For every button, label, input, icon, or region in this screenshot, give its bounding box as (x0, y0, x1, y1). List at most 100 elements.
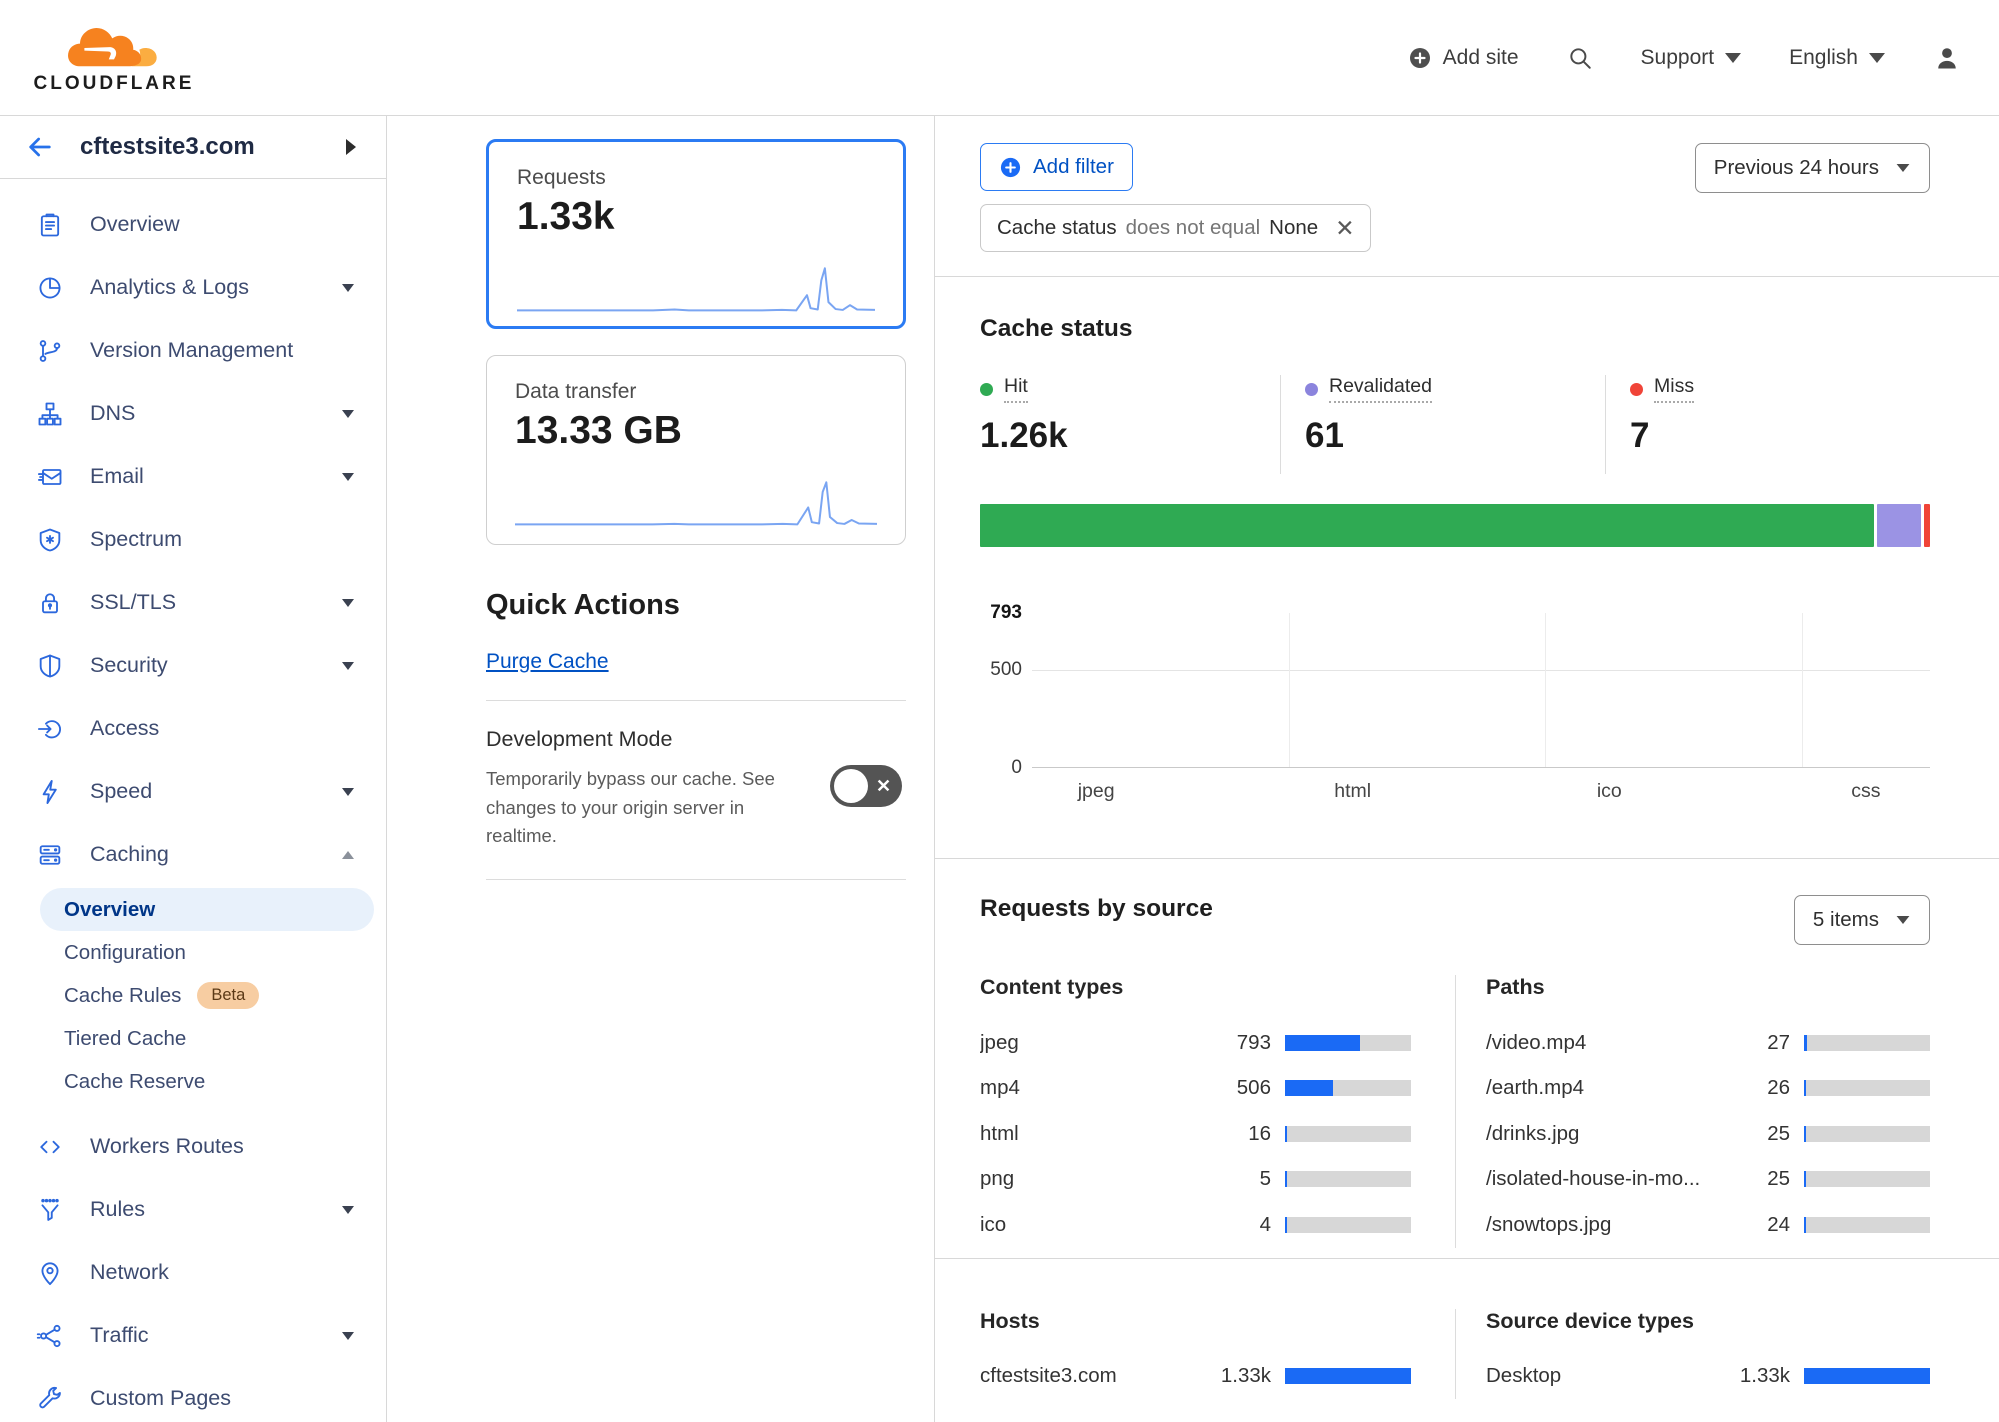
source-device-types-column: Source device types Desktop 1.33k (1455, 1308, 1930, 1399)
language-menu[interactable]: English (1789, 46, 1885, 70)
sidebar-item-label: Traffic (90, 1323, 149, 1347)
search-button[interactable] (1567, 45, 1593, 71)
gridline (1288, 613, 1290, 767)
legend-dot-icon (1630, 382, 1643, 396)
y-axis-tick: 0 (1011, 757, 1022, 778)
sidebar-item-speed[interactable]: Speed (0, 760, 386, 823)
data-transfer-card[interactable]: Data transfer 13.33 GB (486, 355, 906, 545)
stacked-segment-revalidated (1876, 504, 1922, 547)
development-mode-toggle[interactable]: ✕ (830, 765, 902, 807)
sidebar-item-analytics-logs[interactable]: Analytics & Logs (0, 256, 386, 319)
chevron-right-icon[interactable] (346, 139, 356, 155)
sidebar-item-network[interactable]: Network (0, 1241, 386, 1304)
time-range-dropdown[interactable]: Previous 24 hours (1694, 143, 1930, 193)
row-value: 25 (1767, 1167, 1790, 1191)
sidebar-item-label: Overview (90, 212, 180, 236)
legend-toggle-hit[interactable]: Hit (980, 375, 1280, 403)
row-label: ico (980, 1212, 1007, 1236)
legend-label: Revalidated (1329, 375, 1432, 403)
shield-icon (36, 652, 64, 680)
sidebar-item-custom-pages[interactable]: Custom Pages (0, 1367, 386, 1422)
account-menu[interactable] (1933, 44, 1961, 72)
chevron-down-icon (1896, 916, 1910, 924)
chevron-down-icon (342, 283, 354, 292)
value-bar (1804, 1216, 1930, 1233)
value-bar (1285, 1125, 1411, 1142)
sidebar-item-traffic[interactable]: Traffic (0, 1304, 386, 1367)
filter-value: None (1269, 216, 1319, 239)
sidebar-subitem-tiered-cache[interactable]: Tiered Cache (40, 1017, 374, 1060)
sidebar-item-ssl-tls[interactable]: SSL/TLS (0, 571, 386, 634)
gridline (1032, 669, 1930, 671)
sidebar-item-label: Caching (90, 842, 169, 866)
requests-card[interactable]: Requests 1.33k (486, 139, 906, 329)
envelope-icon (36, 463, 64, 491)
filter-chip[interactable]: Cache status does not equal None ✕ (980, 204, 1372, 252)
legend-toggle-miss[interactable]: Miss (1630, 375, 1930, 403)
toggle-knob (834, 769, 868, 803)
cloudflare-logo[interactable]: CLOUDFLARE (26, 21, 202, 95)
table-row: mp4 506 (980, 1066, 1411, 1112)
sidebar-item-rules[interactable]: Rules (0, 1178, 386, 1241)
sidebar-nav: Overview Analytics & Logs Version Manageme… (0, 179, 386, 1422)
sidebar-subitem-label: Overview (64, 897, 156, 921)
hosts-column: Hosts cftestsite3.com 1.33k (980, 1309, 1455, 1400)
toggle-off-x-icon: ✕ (876, 775, 892, 796)
cache-stack-icon (36, 841, 64, 869)
clipboard-icon (36, 211, 64, 239)
gridline (1545, 613, 1547, 767)
row-value: 25 (1767, 1121, 1790, 1145)
sidebar-item-spectrum[interactable]: Spectrum (0, 508, 386, 571)
filter-bar: Add filter Cache status does not equal N… (935, 116, 1999, 277)
sidebar-subitem-overview[interactable]: Overview (40, 888, 374, 931)
sidebar-item-workers-routes[interactable]: Workers Routes (0, 1115, 386, 1178)
filter-field: Cache status (997, 216, 1117, 239)
sidebar-item-version-management[interactable]: Version Management (0, 319, 386, 382)
add-site-button[interactable]: Add site (1408, 46, 1519, 70)
sidebar-subitem-cache-rules[interactable]: Cache Rules Beta (40, 974, 374, 1017)
legend-value: 7 (1630, 416, 1650, 455)
cache-status-stacked-bar (980, 504, 1930, 547)
network-tree-icon (36, 400, 64, 428)
back-arrow-icon[interactable] (24, 131, 56, 163)
value-bar (1804, 1080, 1930, 1097)
value-bar (1804, 1368, 1930, 1385)
support-menu[interactable]: Support (1641, 46, 1742, 70)
legend-dot-icon (980, 382, 993, 396)
sidebar-item-security[interactable]: Security (0, 634, 386, 697)
user-icon (1938, 47, 1956, 68)
chevron-down-icon (342, 787, 354, 796)
add-filter-button[interactable]: Add filter (980, 143, 1133, 191)
plus-circle-icon (1000, 157, 1021, 177)
legend-toggle-revalidated[interactable]: Revalidated (1305, 375, 1605, 403)
plus-circle-icon (1409, 47, 1430, 68)
row-label: /earth.mp4 (1486, 1076, 1584, 1100)
site-switcher[interactable]: cftestsite3.com (0, 116, 386, 179)
row-label: jpeg (980, 1030, 1019, 1054)
sidebar-item-dns[interactable]: DNS (0, 382, 386, 445)
hosts-section: Hosts cftestsite3.com 1.33k Source device… (935, 1259, 1999, 1422)
remove-filter-icon[interactable]: ✕ (1335, 214, 1355, 241)
sidebar-subitem-configuration[interactable]: Configuration (40, 931, 374, 974)
items-count-dropdown[interactable]: 5 items (1793, 895, 1930, 945)
legend-value: 61 (1305, 416, 1344, 455)
sidebar-item-caching[interactable]: Caching (0, 823, 386, 886)
sidebar-item-label: DNS (90, 401, 136, 425)
row-value: 5 (1259, 1167, 1271, 1191)
sidebar-item-overview[interactable]: Overview (0, 193, 386, 256)
x-axis-tick: ico (1596, 780, 1622, 802)
cache-status-legend: Hit 1.26k Revalidated 61 Miss 7 (980, 375, 1930, 474)
sidebar-subitem-cache-reserve[interactable]: Cache Reserve (40, 1060, 374, 1103)
table-row: /snowtops.jpg 24 (1486, 1202, 1930, 1248)
sidebar-item-email[interactable]: Email (0, 445, 386, 508)
data-transfer-sparkline (515, 479, 877, 529)
sidebar-item-access[interactable]: Access (0, 697, 386, 760)
requests-by-source-section: Requests by source 5 items Content types… (935, 859, 1999, 1259)
chevron-down-icon (1896, 164, 1910, 172)
value-bar (1285, 1171, 1411, 1188)
site-name: cftestsite3.com (80, 133, 255, 160)
development-mode-title: Development Mode (486, 727, 673, 751)
cache-status-section: Cache status Hit 1.26k Revalidated 61 Miss 7 … (935, 277, 1999, 859)
purge-cache-link[interactable]: Purge Cache (486, 650, 609, 673)
chevron-down-icon (342, 598, 354, 607)
